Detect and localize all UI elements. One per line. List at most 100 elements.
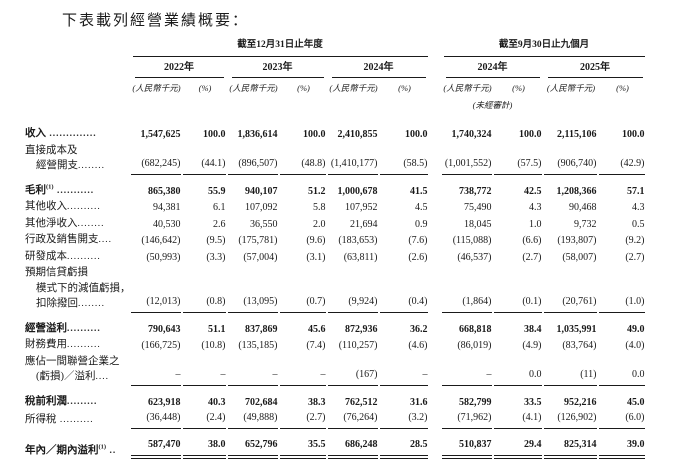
- cell-value: 940,107: [245, 185, 278, 197]
- cell-percent: 28.5: [379, 429, 430, 459]
- cell-value: (4.0): [625, 340, 645, 351]
- cell-percent: –: [182, 354, 228, 386]
- cell-percent: 100.0: [599, 113, 647, 143]
- cell-percent: 38.4: [494, 313, 544, 338]
- cell-value: 9,732: [574, 218, 597, 230]
- cell-value: 31.6: [410, 396, 428, 408]
- pct-label: (%): [398, 83, 411, 93]
- cell-value: (146,642): [141, 235, 181, 246]
- cell-value: (20,761): [543, 294, 597, 313]
- cell-value: (71,962): [441, 410, 492, 429]
- cell-value: 4.3: [529, 202, 542, 213]
- cell-value: (1,410,177): [327, 156, 378, 175]
- cell-percent: 41.5: [380, 175, 430, 200]
- spacer: [430, 113, 442, 143]
- cell-value: (11): [543, 367, 597, 386]
- pct-label: (%): [198, 83, 212, 93]
- cell-value: 100.0: [405, 129, 428, 140]
- period-ninemonth-label: 截至9月30日止九個月: [443, 38, 645, 57]
- leader-dots: ...........: [53, 185, 95, 196]
- cell-value: (1,001,552): [441, 156, 492, 175]
- cell-percent: 5.8: [280, 199, 328, 216]
- cell-value: (46,537): [457, 251, 492, 263]
- cell-percent: (42.9): [598, 143, 647, 175]
- cell-amount: (50,993): [131, 249, 183, 266]
- cell-value: 90,468: [569, 202, 597, 213]
- cell-percent: (3.1): [280, 249, 328, 266]
- cell-value: (135,185): [238, 340, 278, 351]
- cell-value: 510,837: [441, 437, 492, 459]
- row-label: 毛利(1) ...........: [25, 175, 131, 200]
- cell-value: 1,208,366: [556, 185, 597, 197]
- row-label-text: 其他收入: [25, 201, 67, 212]
- spacer: [430, 97, 442, 114]
- leader-dots: ..........: [67, 340, 101, 350]
- cell-amount: (110,257): [328, 337, 380, 354]
- cell-amount: 1,035,991: [544, 313, 599, 338]
- row-label: 其他淨收入........: [25, 216, 131, 233]
- cell-value: 872,936: [345, 323, 378, 335]
- cell-percent: (4.9): [494, 337, 544, 354]
- cell-value: (0.8): [182, 294, 226, 313]
- cell-amount: 107,092: [228, 199, 280, 216]
- cell-value: 790,643: [148, 323, 181, 335]
- row-label: 所得稅 ..........: [25, 410, 131, 429]
- cell-amount: 2,410,855: [328, 113, 380, 143]
- cell-amount: (146,642): [131, 232, 183, 249]
- cell-value: (7.6): [408, 235, 428, 246]
- cell-value: 49.0: [627, 323, 645, 335]
- cell-amount: (1,410,177): [327, 143, 380, 175]
- row-label-text: 收入: [25, 128, 46, 139]
- leader-dots: ..........: [67, 323, 101, 334]
- cell-amount: (896,507): [227, 143, 280, 175]
- unit-label: (人民幣千元): [229, 83, 278, 93]
- cell-percent: 100.0: [380, 113, 430, 143]
- cell-value: (4.6): [408, 340, 428, 351]
- row-label: 直接成本及 經營開支........: [25, 143, 131, 175]
- cell-value: (4.9): [522, 340, 542, 351]
- period-annual-header: 截至12月31日止年度: [131, 38, 430, 57]
- cell-percent: 38.0: [182, 429, 228, 459]
- cell-percent: (9.2): [599, 232, 647, 249]
- cell-amount: (71,962): [441, 410, 494, 429]
- cell-value: 35.5: [279, 437, 326, 459]
- cell-percent: (2.7): [599, 249, 647, 266]
- operating-results-table: 截至12月31日止年度 截至9月30日止九個月 2022年 2023年 2024…: [25, 38, 647, 459]
- cell-amount: (193,807): [544, 232, 599, 249]
- cell-value: 686,248: [327, 437, 378, 459]
- cell-value: (183,653): [338, 235, 378, 246]
- cell-value: 1,836,614: [237, 129, 278, 140]
- cell-value: 51.2: [308, 185, 326, 197]
- cell-percent: (4.6): [380, 337, 430, 354]
- table-row: 經營溢利.......... 790,643 51.1 837,869 45.6 872,…: [25, 313, 647, 338]
- leader-dots: ..........: [67, 251, 101, 262]
- cell-percent: 51.1: [183, 313, 228, 338]
- cell-value: 100.0: [303, 129, 326, 140]
- cell-percent: (57.5): [493, 143, 544, 175]
- spacer: [430, 410, 442, 429]
- row-label: 財務費用..........: [25, 337, 131, 354]
- cell-amount: (115,088): [442, 232, 494, 249]
- note-row: (未經審計): [25, 97, 647, 114]
- row-label-text: 經營溢利: [25, 322, 67, 334]
- cell-value: 738,772: [459, 185, 492, 197]
- cell-value: (57.5): [493, 156, 542, 175]
- cell-percent: 40.3: [183, 386, 228, 411]
- cell-value: 2,115,106: [557, 129, 597, 140]
- year-9m2025-header: 2025年: [544, 57, 647, 78]
- cell-amount: 94,381: [131, 199, 183, 216]
- cell-percent: (3.3): [183, 249, 228, 266]
- cell-value: 837,869: [245, 323, 278, 335]
- row-label: 應佔一間聯營企業之 (虧損)／溢利....: [25, 354, 131, 386]
- cell-value: 0.9: [415, 218, 428, 230]
- year-label: 2024年: [445, 57, 540, 78]
- cell-value: 38.4: [524, 323, 542, 335]
- cell-value: (86,019): [457, 340, 492, 351]
- cell-amount: (86,019): [442, 337, 494, 354]
- spacer: [25, 38, 131, 57]
- cell-amount: 686,248: [327, 429, 380, 459]
- cell-percent: (4.0): [599, 337, 647, 354]
- cell-amount: (126,902): [543, 410, 599, 429]
- cell-percent: (4.1): [493, 410, 544, 429]
- row-label: 行政及銷售開支....: [25, 232, 131, 249]
